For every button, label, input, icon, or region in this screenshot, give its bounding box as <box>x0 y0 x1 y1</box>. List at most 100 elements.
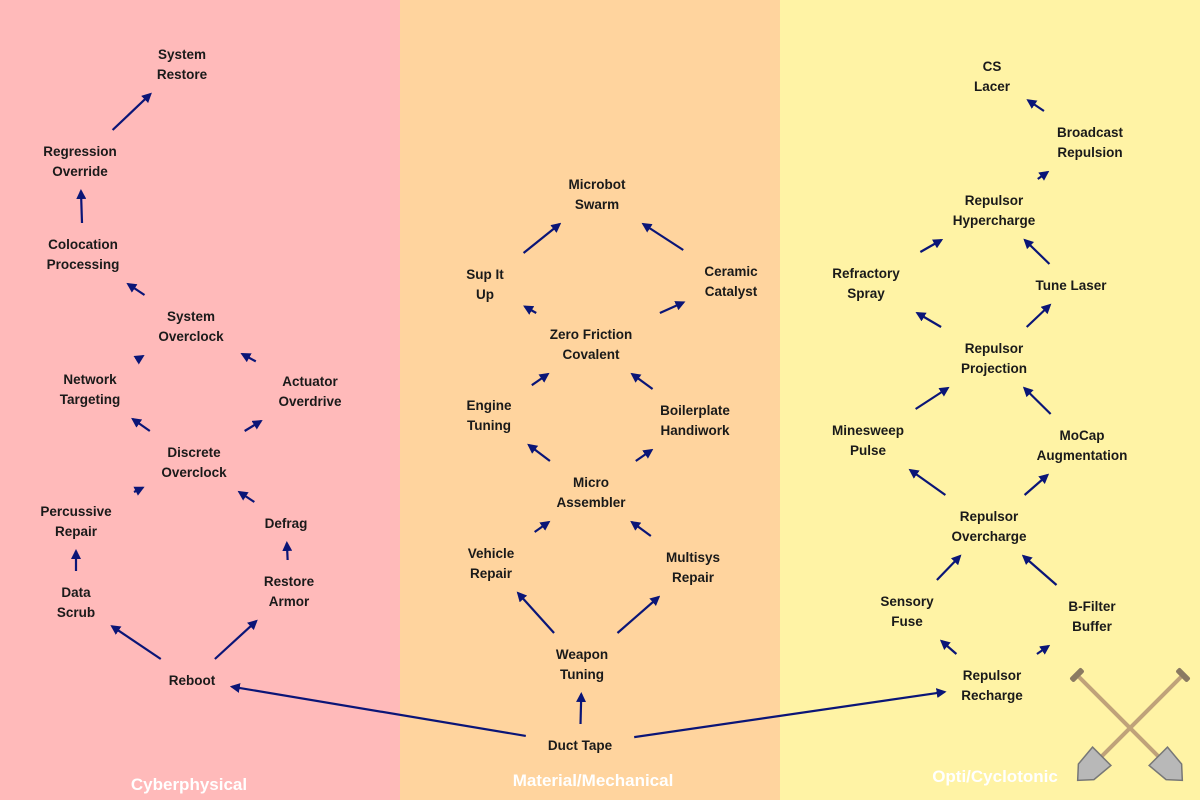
node-label-line: Repulsor <box>965 193 1024 208</box>
node-boilerplate-handiwork: Boilerplate Handiwork <box>660 403 730 438</box>
node-label-line: Tuning <box>560 667 604 682</box>
arrow-weapon-tuning-to-vehicle-repair <box>516 591 555 634</box>
node-label-line: Repulsor <box>963 668 1022 683</box>
arrow-system-overclock-to-colocation-processing <box>126 282 146 296</box>
arrow-repulsor-overcharge-to-minesweep-pulse <box>908 468 947 496</box>
node-label-line: Pulse <box>850 443 887 458</box>
node-label-line: Handiwork <box>660 423 730 438</box>
column-title-cyberphysical: Cyberphysical <box>131 775 247 794</box>
node-label-line: Actuator <box>282 374 338 389</box>
node-label-line: Overclock <box>158 329 224 344</box>
node-label-line: Broadcast <box>1057 125 1124 140</box>
node-label-line: B-Filter <box>1068 599 1116 614</box>
arrow-duct-tape-to-reboot <box>229 683 526 738</box>
node-label-line: System <box>158 47 206 62</box>
node-label-line: Repulsor <box>965 341 1024 356</box>
node-defrag: Defrag <box>265 516 308 531</box>
node-label-line: Ceramic <box>704 264 758 279</box>
node-label-line: Assembler <box>556 495 626 510</box>
node-label-line: Tune Laser <box>1035 278 1107 293</box>
node-system-restore: System Restore <box>157 47 208 82</box>
arrow-multisys-repair-to-micro-assembler <box>630 520 652 537</box>
node-percussive-repair: Percussive Repair <box>40 504 112 539</box>
node-sup-it-up: Sup It Up <box>466 267 504 302</box>
arrow-engine-tuning-to-zero-friction-covalent <box>531 372 550 387</box>
node-label-line: Buffer <box>1072 619 1112 634</box>
arrow-restore-armor-to-defrag <box>282 541 293 561</box>
arrow-zero-friction-covalent-to-ceramic-catalyst <box>659 301 686 315</box>
node-label-line: Covalent <box>562 347 620 362</box>
node-label-line: Weapon <box>556 647 608 662</box>
node-label-line: CS <box>983 59 1002 74</box>
node-label-line: Duct Tape <box>548 738 613 753</box>
node-mocap-augmentation: MoCap Augmentation <box>1037 428 1128 463</box>
node-microbot-swarm: Microbot Swarm <box>569 177 626 212</box>
arrow-sup-it-up-to-microbot-swarm <box>522 222 562 254</box>
node-label-line: Restore <box>264 574 315 589</box>
node-reboot: Reboot <box>169 673 216 688</box>
node-label-line: Overdrive <box>278 394 342 409</box>
node-label-line: Projection <box>961 361 1027 376</box>
node-label-line: Discrete <box>167 445 221 460</box>
node-minesweep-pulse: Minesweep Pulse <box>832 423 904 458</box>
node-label-line: Sup It <box>466 267 504 282</box>
node-label-line: Refractory <box>832 266 900 281</box>
arrow-weapon-tuning-to-multisys-repair <box>616 595 661 634</box>
arrow-ceramic-catalyst-to-microbot-swarm <box>641 222 684 251</box>
opti-cyclotonic-column <box>780 0 1200 800</box>
node-label-line: Zero Friction <box>550 327 633 342</box>
node-label-line: MoCap <box>1060 428 1105 443</box>
arrow-refractory-spray-to-repulsor-hypercharge <box>919 239 944 253</box>
arrow-actuator-overdrive-to-system-overclock <box>240 353 257 363</box>
node-label-line: Recharge <box>961 688 1023 703</box>
node-data-scrub: Data Scrub <box>57 585 95 620</box>
arrow-micro-assembler-to-boilerplate-handiwork <box>635 448 654 462</box>
node-regression-override: Regression Override <box>43 144 117 179</box>
node-label-line: Micro <box>573 475 609 490</box>
node-label-line: Multisys <box>666 550 720 565</box>
node-label-line: Reboot <box>169 673 216 688</box>
arrow-repulsor-hypercharge-to-broadcast-repulsion <box>1037 170 1050 181</box>
node-label-line: Scrub <box>57 605 95 620</box>
arrow-percussive-repair-to-discrete-overclock <box>133 486 145 496</box>
node-label-line: Armor <box>269 594 310 609</box>
cyberphysical-column <box>0 0 400 800</box>
column-title-material-mechanical: Material/Mechanical <box>513 771 674 790</box>
arrow-mocap-augmentation-to-repulsor-projection <box>1022 386 1052 415</box>
arrow-broadcast-repulsion-to-cs-lacer <box>1026 99 1045 112</box>
arrow-discrete-overclock-to-network-targeting <box>131 417 151 432</box>
node-label-line: Override <box>52 164 108 179</box>
arrow-duct-tape-to-weapon-tuning <box>576 692 587 725</box>
node-label-line: Sensory <box>880 594 934 609</box>
node-label-line: Defrag <box>265 516 308 531</box>
node-ceramic-catalyst: Ceramic Catalyst <box>704 264 758 299</box>
node-label-line: Spray <box>847 286 885 301</box>
node-label-line: Fuse <box>891 614 923 629</box>
arrow-repulsor-recharge-to-b-filter-buffer <box>1036 644 1051 655</box>
node-duct-tape: Duct Tape <box>548 738 613 753</box>
node-cs-lacer: CS Lacer <box>974 59 1011 94</box>
node-label-line: Data <box>61 585 91 600</box>
arrow-reboot-to-restore-armor <box>214 619 258 660</box>
node-colocation-processing: Colocation Processing <box>47 237 120 272</box>
node-label-line: Catalyst <box>705 284 758 299</box>
nodes: System Restore Regression Override Colocatio… <box>40 47 1127 753</box>
node-label-line: Augmentation <box>1037 448 1128 463</box>
node-label-line: Targeting <box>60 392 121 407</box>
arrow-duct-tape-to-repulsor-recharge <box>634 688 947 739</box>
node-label-line: Network <box>63 372 117 387</box>
node-restore-armor: Restore Armor <box>264 574 315 609</box>
node-label-line: Tuning <box>467 418 511 433</box>
arrow-defrag-to-discrete-overclock <box>237 490 255 503</box>
node-label-line: Repair <box>672 570 715 585</box>
node-broadcast-repulsion: Broadcast Repulsion <box>1057 125 1124 160</box>
node-label-line: Microbot <box>569 177 626 192</box>
arrow-zero-friction-covalent-to-sup-it-up <box>523 305 537 315</box>
arrow-repulsor-recharge-to-sensory-fuse <box>939 639 958 655</box>
node-label-line: Vehicle <box>468 546 515 561</box>
material-mechanical-column <box>400 0 780 800</box>
node-label-line: Repulsion <box>1057 145 1122 160</box>
arrow-b-filter-buffer-to-repulsor-overcharge <box>1021 554 1058 586</box>
node-label-line: Lacer <box>974 79 1011 94</box>
arrow-repulsor-projection-to-refractory-spray <box>915 311 942 328</box>
